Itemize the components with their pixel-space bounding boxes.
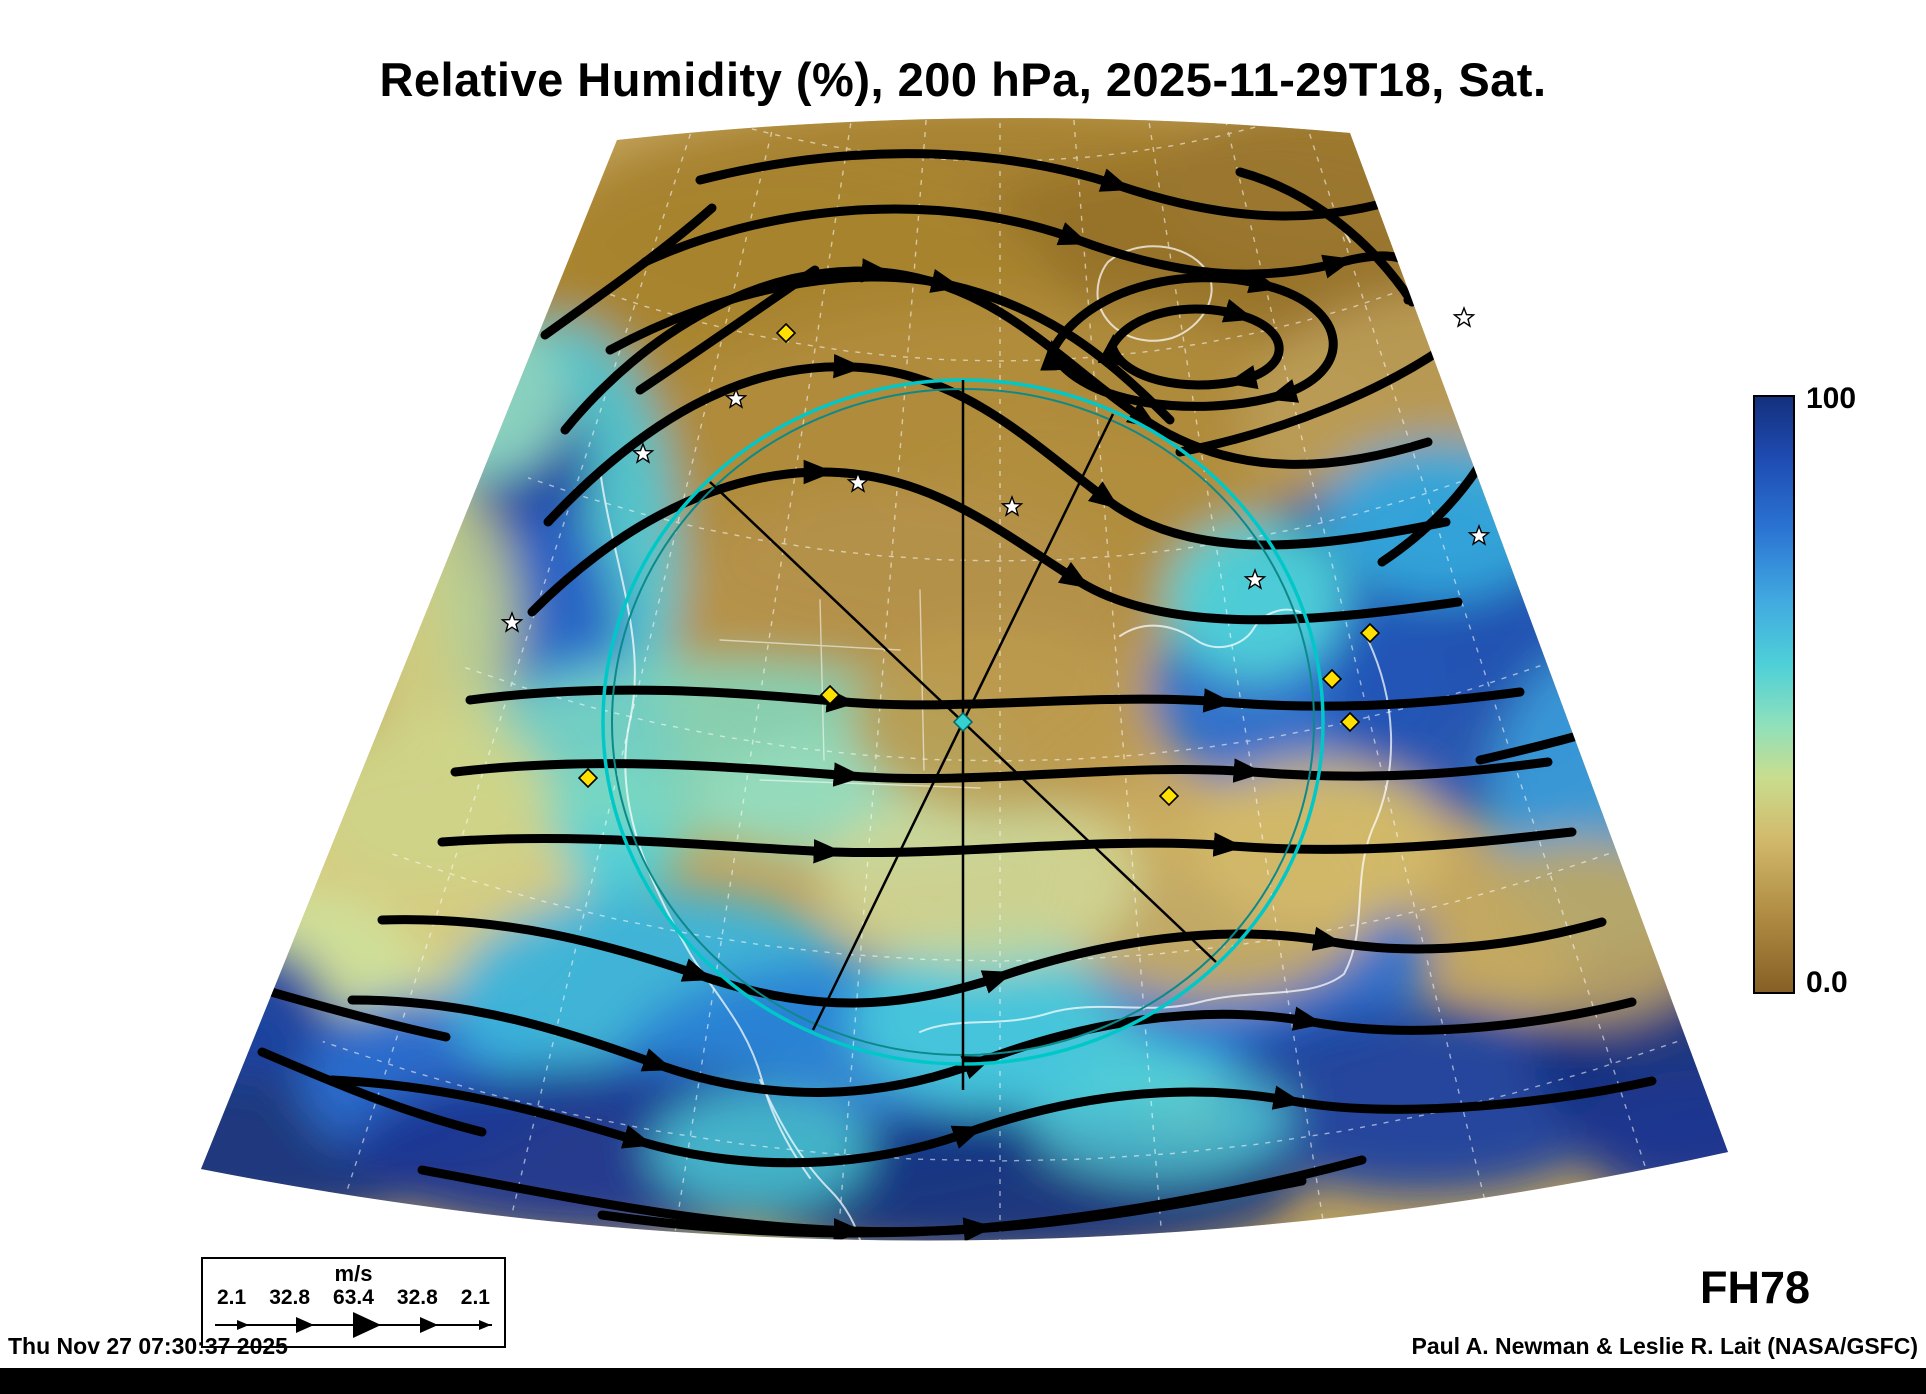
wind-streamlines-layer (231, 149, 1695, 1241)
wind-legend-value: 2.1 (460, 1286, 490, 1309)
star-marker-icon (631, 442, 655, 464)
diamond-marker-icon (1359, 622, 1381, 644)
station-markers-layer (500, 306, 1491, 807)
wind-legend-values: 2.1 32.8 63.4 32.8 2.1 (203, 1287, 504, 1308)
diamond-marker-icon (1158, 785, 1180, 807)
diamond-marker-icon (1321, 668, 1343, 690)
star-marker-icon (1467, 524, 1491, 546)
star-marker-icon (724, 387, 748, 409)
wind-speed-legend: m/s 2.1 32.8 63.4 32.8 2.1 (201, 1257, 506, 1348)
forecast-hour-label: FH78 (1700, 1262, 1811, 1313)
wind-legend-value: 32.8 (396, 1286, 438, 1309)
colorbar (1753, 395, 1795, 994)
page-title: Relative Humidity (%), 200 hPa, 2025-11-… (379, 53, 1547, 106)
colorbar-gradient (1753, 395, 1795, 994)
circle-center-icon (952, 711, 974, 733)
star-marker-icon (1000, 495, 1024, 517)
wind-legend-value: 32.8 (269, 1286, 311, 1309)
colorbar-min-label: 0.0 (1806, 966, 1848, 999)
wind-legend-value: 2.1 (217, 1286, 247, 1309)
generation-timestamp: Thu Nov 27 07:30:37 2025 (8, 1333, 288, 1359)
diamond-marker-icon (1339, 711, 1361, 733)
wind-legend-value: 63.4 (333, 1286, 374, 1309)
diamond-marker-icon (577, 767, 599, 789)
bottom-bar (0, 1368, 1926, 1394)
wind-arrow-scale-icon (215, 1312, 492, 1338)
analysis-circle (601, 378, 1325, 1090)
star-marker-icon (500, 611, 524, 633)
star-marker-icon (846, 471, 870, 493)
colorbar-max-label: 100 (1806, 382, 1857, 415)
credit-text: Paul A. Newman & Leslie R. Lait (NASA/GS… (1411, 1333, 1918, 1359)
diamond-marker-icon (819, 684, 841, 706)
star-marker-icon (1243, 568, 1267, 590)
star-marker-icon (1452, 306, 1476, 328)
wind-legend-unit: m/s (334, 1261, 373, 1286)
diamond-marker-icon (775, 322, 797, 344)
